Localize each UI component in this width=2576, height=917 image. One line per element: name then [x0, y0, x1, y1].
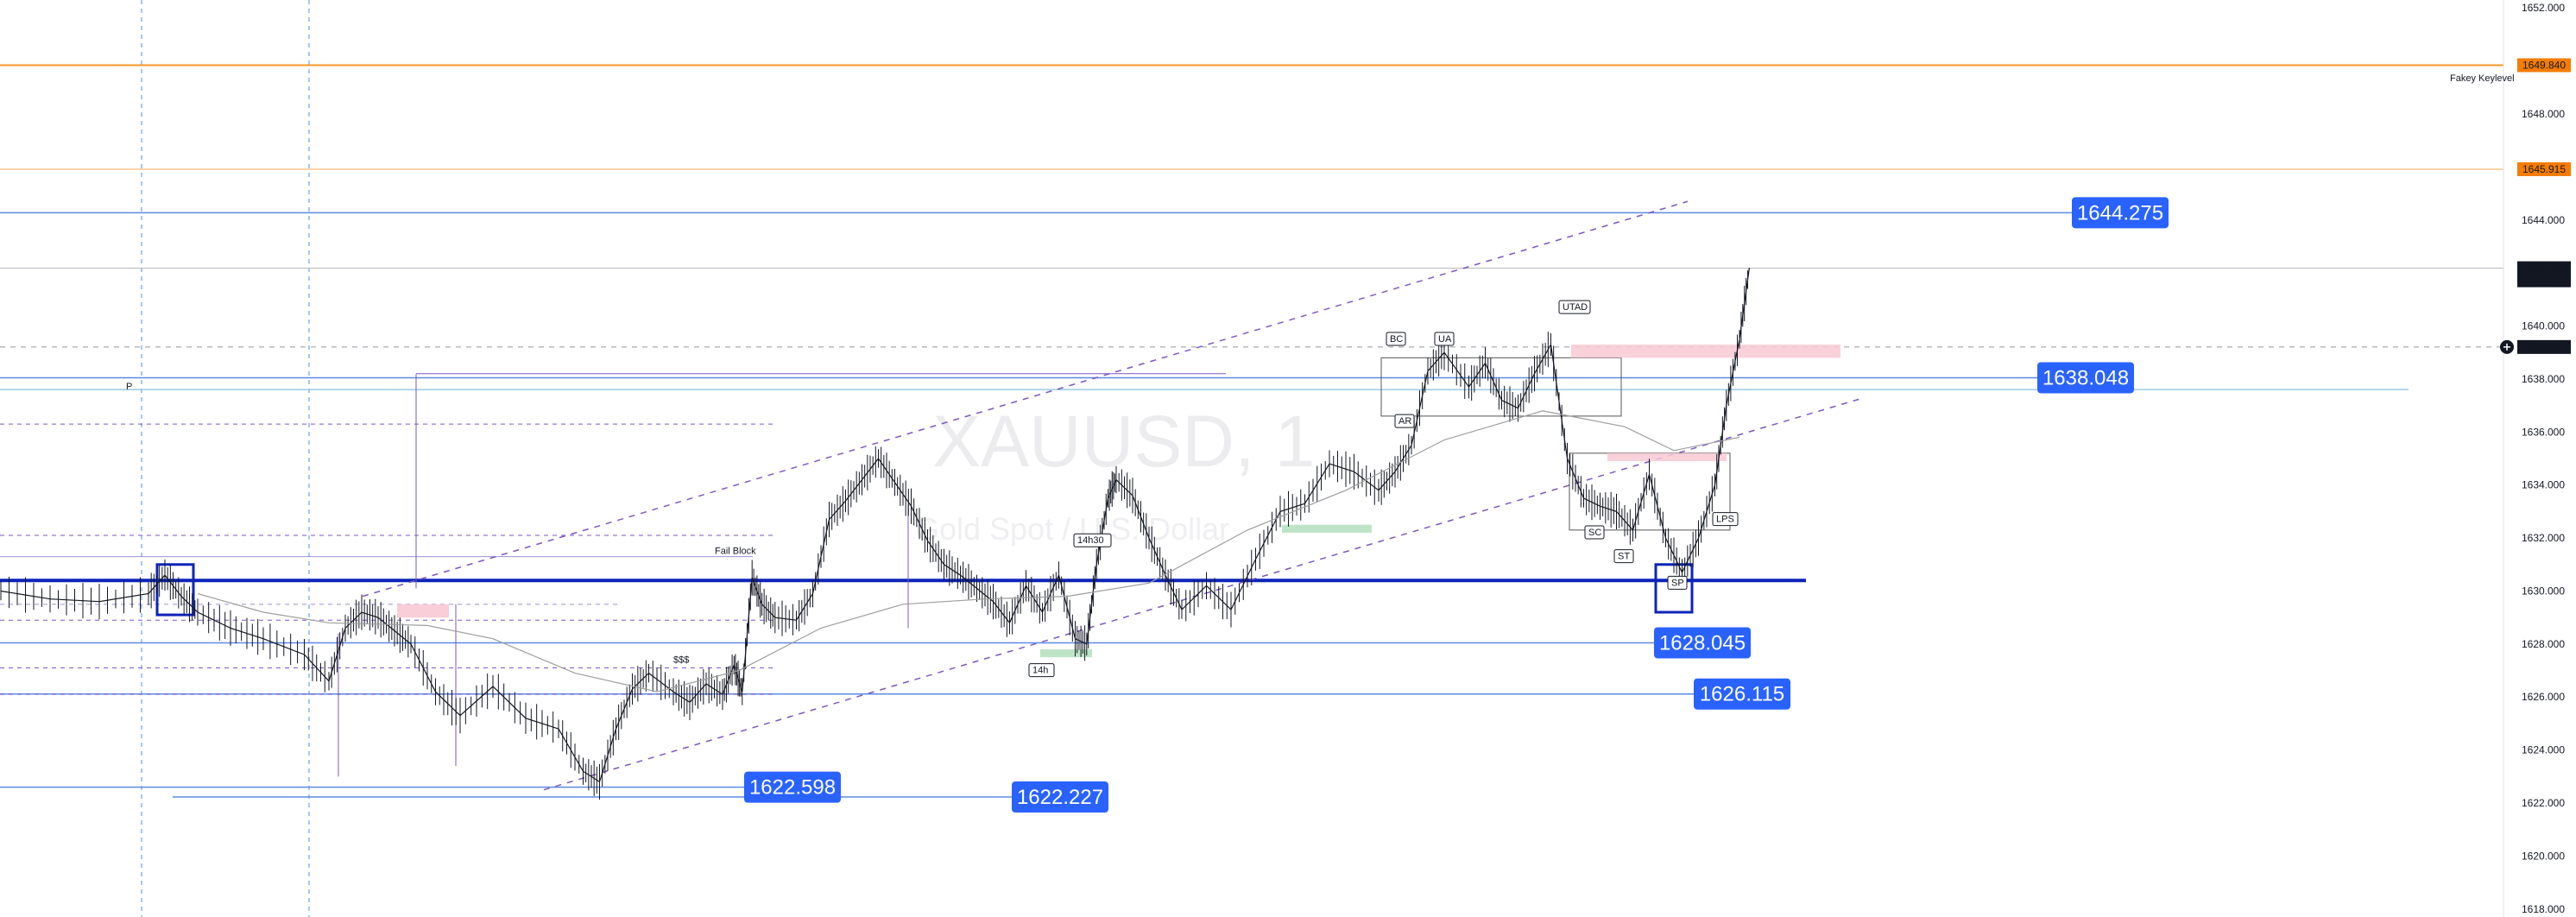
annotation-box [1712, 512, 1739, 527]
description-watermark: Gold Spot / U.S. Dollar [915, 511, 1229, 547]
supply-zone-3 [397, 604, 449, 618]
level-badge-bg [2037, 362, 2134, 394]
level-badge-text: 1638.048 [2042, 366, 2129, 389]
price-badge-text: 1645.915 [2522, 163, 2566, 175]
annotation-fail-block: Fail Block [715, 546, 756, 556]
annotation-box [1386, 332, 1406, 346]
annotation-sp: SP [1671, 578, 1684, 588]
channel-upper-line [362, 200, 1689, 598]
key-level-label: Fakey Keylevel [2450, 73, 2515, 84]
price-tick-label: 1632.000 [2522, 532, 2565, 544]
price-tick-label: 1626.000 [2522, 691, 2565, 703]
level-badge-bg [1012, 781, 1108, 813]
supply-zone [1571, 345, 1840, 358]
price-badge-bg [2517, 161, 2571, 176]
level-badge[interactable]: 1628.045 [1654, 627, 1751, 659]
level-badge-text: 1628.045 [1659, 631, 1746, 655]
demand-zone-2 [1040, 648, 1092, 658]
level-badge-text: 1626.115 [1700, 683, 1784, 706]
price-tick-label: 1638.000 [2522, 373, 2565, 385]
price-tick-label: 1648.000 [2522, 108, 2565, 120]
level-badge[interactable]: 1622.227 [1012, 781, 1108, 813]
annotation-box [1394, 414, 1415, 428]
price-badge-text: 1642.180 [2522, 262, 2566, 275]
annotation-st: ST [1618, 552, 1630, 562]
price-tick-label: 1620.000 [2522, 850, 2565, 862]
price-badge-text: 1639.207 [2522, 341, 2566, 353]
price-tick-label: 1624.000 [2522, 744, 2565, 756]
annotation-sc: SC [1588, 528, 1601, 538]
annotation-utad: UTAD [1563, 302, 1588, 313]
price-tick-label: 1622.000 [2522, 797, 2565, 809]
price-tick-label: 1640.000 [2522, 320, 2565, 332]
price-badge-bg [2517, 58, 2571, 73]
price-axis-background [2503, 0, 2576, 917]
moving-average-line [197, 410, 1740, 692]
level-badge-bg [744, 771, 841, 803]
annotation-box [1028, 663, 1055, 678]
level-badge-bg [1694, 678, 1790, 710]
demand-zone-1 [1282, 524, 1372, 533]
accumulation-box [1380, 357, 1622, 417]
annotation-ua: UA [1438, 334, 1452, 345]
annotation-14h30: 14h30 [1077, 535, 1104, 546]
vertical-session-lines [141, 0, 310, 917]
annotation-box [1073, 533, 1112, 547]
annotation-box [1434, 332, 1455, 346]
annotation-bc: BC [1390, 334, 1403, 345]
price-tick-label: 1636.000 [2522, 426, 2565, 438]
annotation-box [1613, 549, 1634, 564]
level-badge-text: 1622.598 [749, 776, 836, 800]
price-tick-label: 1618.000 [2522, 903, 2565, 915]
price-tick-label: 1634.000 [2522, 479, 2565, 491]
price-badge-bg [2517, 339, 2571, 354]
level-badges[interactable]: 1644.275 1638.048 1628.045 1626.115 1622.598… [744, 197, 2169, 813]
price-tick-label: 1644.000 [2522, 214, 2565, 226]
price-tick-label: 1630.000 [2522, 585, 2565, 597]
annotation-lps: LPS [1716, 515, 1734, 525]
price-badge-bg [2517, 261, 2571, 288]
price-axis[interactable]: 1652.0001648.0001646.0001644.0001642.000… [2500, 0, 2576, 917]
annotation-p: P [126, 382, 132, 392]
level-badge-bg [1654, 627, 1751, 659]
level-badge[interactable]: 1622.598 [744, 771, 841, 803]
annotation--: $$$ [673, 655, 689, 665]
price-tick-label: 1652.000 [2522, 2, 2565, 14]
channel-lower-line [543, 396, 1866, 791]
price-plot [0, 267, 1750, 800]
horizontal-levels [0, 64, 2503, 798]
level-badge[interactable]: 1638.048 [2037, 362, 2134, 394]
level-badge[interactable]: 1626.115 [1694, 678, 1790, 710]
supply-zone-2 [1607, 452, 1727, 462]
annotation-box [1584, 525, 1605, 540]
price-tick-label: 1628.000 [2522, 638, 2565, 650]
level-badge-text: 1644.275 [2077, 201, 2163, 225]
price-badge-text: 1649.840 [2522, 60, 2566, 72]
level-badge-text: 1622.227 [1017, 786, 1103, 809]
annotation-box [1558, 300, 1591, 314]
chart-drawings [155, 200, 1866, 791]
annotation-14h: 14h [1032, 666, 1048, 676]
annotation-box [1667, 575, 1688, 590]
annotation-ar: AR [1398, 416, 1411, 427]
symbol-watermark: XAUUSD, 1 [932, 401, 1315, 482]
level-badge-bg [2072, 197, 2169, 229]
annotations: Fail Block $$$ BC UA AR UTAD SC ST SP LPS 14h 14h30… [126, 300, 1739, 678]
price-badge-countdown: 00:33 [2531, 274, 2557, 286]
level-badge[interactable]: 1644.275 [2072, 197, 2169, 229]
